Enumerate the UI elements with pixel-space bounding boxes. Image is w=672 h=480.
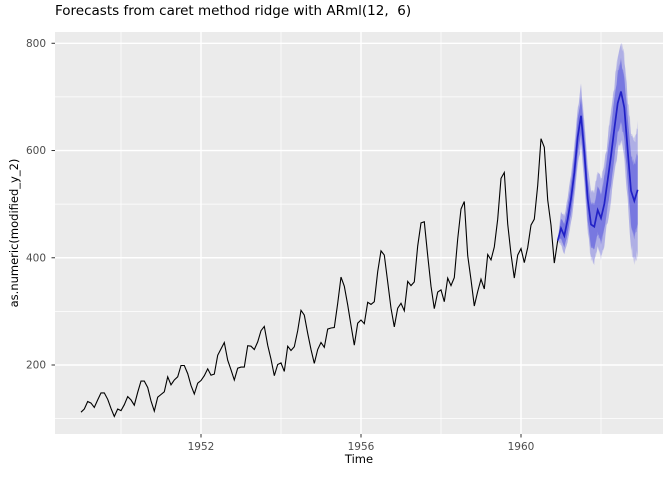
y-tick-label: 400 <box>26 252 46 264</box>
x-tick-label: 1956 <box>348 441 375 453</box>
y-tick-label: 800 <box>26 38 46 50</box>
forecast-band-95 <box>557 43 638 266</box>
x-tick-label: 1952 <box>188 441 215 453</box>
panel-background <box>55 32 663 434</box>
observed-series-line <box>80 138 559 418</box>
y-tick-label: 200 <box>26 360 46 372</box>
plot-title: Forecasts from caret method ridge with A… <box>55 3 412 19</box>
y-axis-title: as.numeric(modified_y_2) <box>7 158 21 308</box>
y-tick-label: 600 <box>26 145 46 157</box>
x-axis-title: Time <box>344 452 374 466</box>
forecast-mean-line <box>556 91 639 241</box>
forecast-band-95 <box>557 44 638 265</box>
x-tick-label: 1960 <box>508 441 535 453</box>
